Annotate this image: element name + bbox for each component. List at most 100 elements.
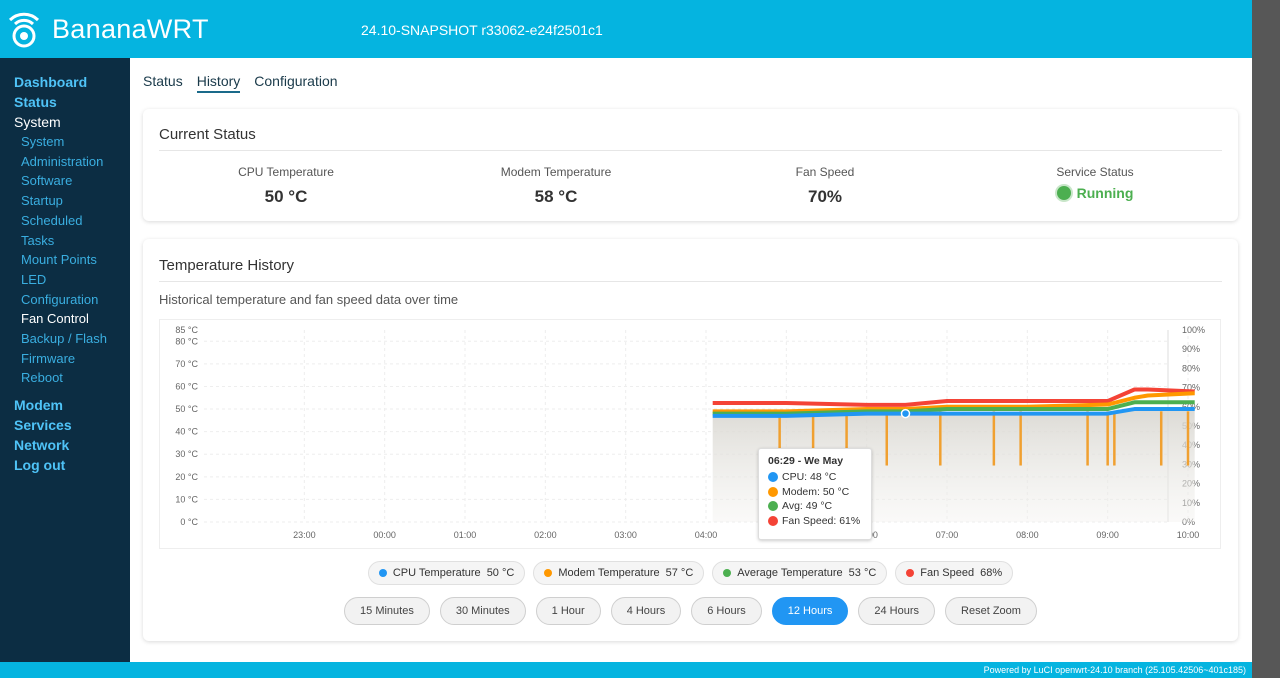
y-right-tick-label: 80% (1182, 363, 1200, 373)
y-left-tick-label: 0 °C (180, 517, 198, 527)
brand-name: BananaWRT (52, 13, 209, 44)
legend-value: 68% (980, 567, 1003, 579)
avg-dot-icon (768, 501, 778, 512)
legend-value: 57 °C (665, 567, 694, 579)
sidebar-sub-mount-points[interactable]: Mount Points (21, 252, 97, 268)
fan-speed-value: 70% (807, 187, 843, 206)
legend-average[interactable]: Average Temperature 53 °C (712, 561, 888, 585)
y-left-tick-label: 85 °C (175, 325, 198, 335)
top-header: BananaWRT 24.10-SNAPSHOT r33062-e24f2501… (0, 0, 1252, 58)
tooltip-row-fan: Fan Speed: 61% (768, 514, 862, 529)
y-left-tick-label: 60 °C (175, 381, 198, 391)
y-right-tick-label: 100% (1182, 325, 1205, 335)
sidebar-sub-tasks[interactable]: Tasks (21, 232, 55, 248)
tab-history[interactable]: History (196, 73, 241, 93)
sidebar-sub-configuration[interactable]: Configuration (21, 291, 99, 307)
modem-temp-stat: Modem Temperature 58 °C (431, 165, 681, 207)
y-right-tick-label: 70% (1182, 383, 1200, 393)
range-15-minutes-button[interactable]: 15 Minutes (344, 597, 430, 625)
y-right-tick-label: 60% (1182, 402, 1200, 412)
legend-cpu[interactable]: CPU Temperature 50 °C (367, 561, 526, 585)
x-tick-label: 10:00 (1177, 530, 1200, 540)
sidebar-sub-scheduled[interactable]: Scheduled (21, 212, 83, 228)
y-left-tick-label: 30 °C (175, 449, 198, 459)
tab-bar: Status History Configuration (143, 73, 338, 93)
service-status-value: Running (1076, 185, 1134, 201)
sidebar-sub-led[interactable]: LED (21, 271, 47, 287)
tooltip-cpu: CPU: 48 °C (782, 471, 837, 483)
legend-modem[interactable]: Modem Temperature 57 °C (533, 561, 705, 585)
x-tick-label: 02:00 (534, 530, 557, 540)
range-30-minutes-button[interactable]: 30 Minutes (439, 597, 526, 625)
tooltip-row-avg: Avg: 49 °C (768, 499, 862, 514)
chart-legend: CPU Temperature 50 °C Modem Temperature 57… (143, 561, 1238, 585)
range-1-hour-button[interactable]: 1 Hour (535, 597, 601, 625)
series-line-fan-speed (712, 387, 1195, 407)
y-left-tick-label: 40 °C (175, 427, 198, 437)
sidebar-sub-backup-flash[interactable]: Backup / Flash (21, 331, 107, 347)
tab-status[interactable]: Status (143, 73, 183, 89)
range-6-hours-button[interactable]: 6 Hours (691, 597, 762, 625)
main-content: Status History Configuration Current Sta… (130, 58, 1252, 662)
x-tick-label: 01:00 (454, 530, 477, 540)
sidebar-item-services[interactable]: Services (14, 417, 72, 434)
sidebar-sub-software[interactable]: Software (21, 173, 73, 189)
temperature-history-card: Temperature History Historical temperatu… (143, 239, 1238, 641)
sidebar-sub-reboot[interactable]: Reboot (21, 370, 63, 386)
hover-point-cpu (900, 408, 911, 419)
wifi-logo-icon (8, 12, 40, 48)
sidebar-sub-fan-control[interactable]: Fan Control (21, 311, 89, 327)
service-status-stat: Service Status Running (970, 165, 1220, 205)
temperature-chart[interactable]: 23:0000:0001:0002:0003:0004:0005:0006:00… (159, 319, 1221, 549)
tooltip-title: 06:29 - We May (768, 455, 844, 467)
fan-legend-dot-icon (906, 569, 915, 577)
sidebar-sub-startup[interactable]: Startup (21, 193, 63, 209)
sidebar-item-dashboard[interactable]: Dashboard (14, 74, 88, 90)
service-status-label: Service Status (1056, 165, 1134, 179)
range-4-hours-button[interactable]: 4 Hours (610, 597, 682, 625)
current-status-title: Current Status (159, 126, 256, 143)
x-tick-label: 07:00 (936, 530, 959, 540)
sidebar-item-logout[interactable]: Log out (14, 457, 66, 474)
sidebar-sub-firmware[interactable]: Firmware (21, 350, 76, 366)
modem-legend-dot-icon (544, 569, 553, 577)
legend-label: Modem Temperature (558, 567, 660, 579)
sidebar-item-system[interactable]: System (14, 114, 61, 130)
fan-dot-icon (768, 515, 778, 526)
y-left-tick-label: 20 °C (175, 472, 198, 482)
legend-fan[interactable]: Fan Speed 68% (895, 561, 1014, 585)
divider (159, 150, 1222, 151)
series-line-average-temperature (712, 400, 1195, 416)
series-line-modem-temperature (712, 391, 1195, 414)
service-running-badge: Running (1056, 185, 1134, 201)
sidebar-item-modem[interactable]: Modem (14, 397, 63, 414)
range-12-hours-button[interactable]: 12 Hours (771, 597, 849, 625)
logo[interactable]: BananaWRT (6, 9, 209, 49)
x-tick-label: 00:00 (373, 530, 396, 540)
current-status-card: Current Status CPU Temperature 50 °C Mod… (143, 109, 1238, 221)
reset-zoom-button[interactable]: Reset Zoom (945, 597, 1037, 625)
modem-temp-value: 58 °C (534, 187, 578, 206)
tooltip-row-modem: Modem: 50 °C (768, 485, 862, 500)
series-line-cpu-temperature (712, 407, 1195, 418)
cpu-temp-stat: CPU Temperature 50 °C (161, 165, 411, 207)
tooltip-row-cpu: CPU: 48 °C (768, 470, 862, 485)
sidebar-sub-system[interactable]: System (21, 134, 65, 149)
tooltip-avg: Avg: 49 °C (782, 500, 833, 512)
tab-configuration[interactable]: Configuration (254, 73, 338, 89)
history-title: Temperature History (159, 257, 295, 274)
cpu-temp-value: 50 °C (264, 187, 308, 206)
x-tick-label: 04:00 (695, 530, 718, 540)
avg-legend-dot-icon (723, 569, 732, 577)
legend-value: 50 °C (486, 567, 515, 579)
sidebar-item-network[interactable]: Network (14, 437, 70, 454)
sidebar-item-status[interactable]: Status (14, 94, 57, 110)
sidebar-sub-administration[interactable]: Administration (21, 153, 104, 169)
legend-label: Fan Speed (920, 567, 975, 579)
legend-value: 53 °C (848, 567, 877, 579)
window-edge (1252, 0, 1280, 678)
range-24-hours-button[interactable]: 24 Hours (858, 597, 936, 625)
y-left-tick-label: 70 °C (175, 359, 198, 369)
legend-label: Average Temperature (737, 567, 843, 579)
chart-svg[interactable]: 23:0000:0001:0002:0003:0004:0005:0006:00… (160, 320, 1220, 548)
